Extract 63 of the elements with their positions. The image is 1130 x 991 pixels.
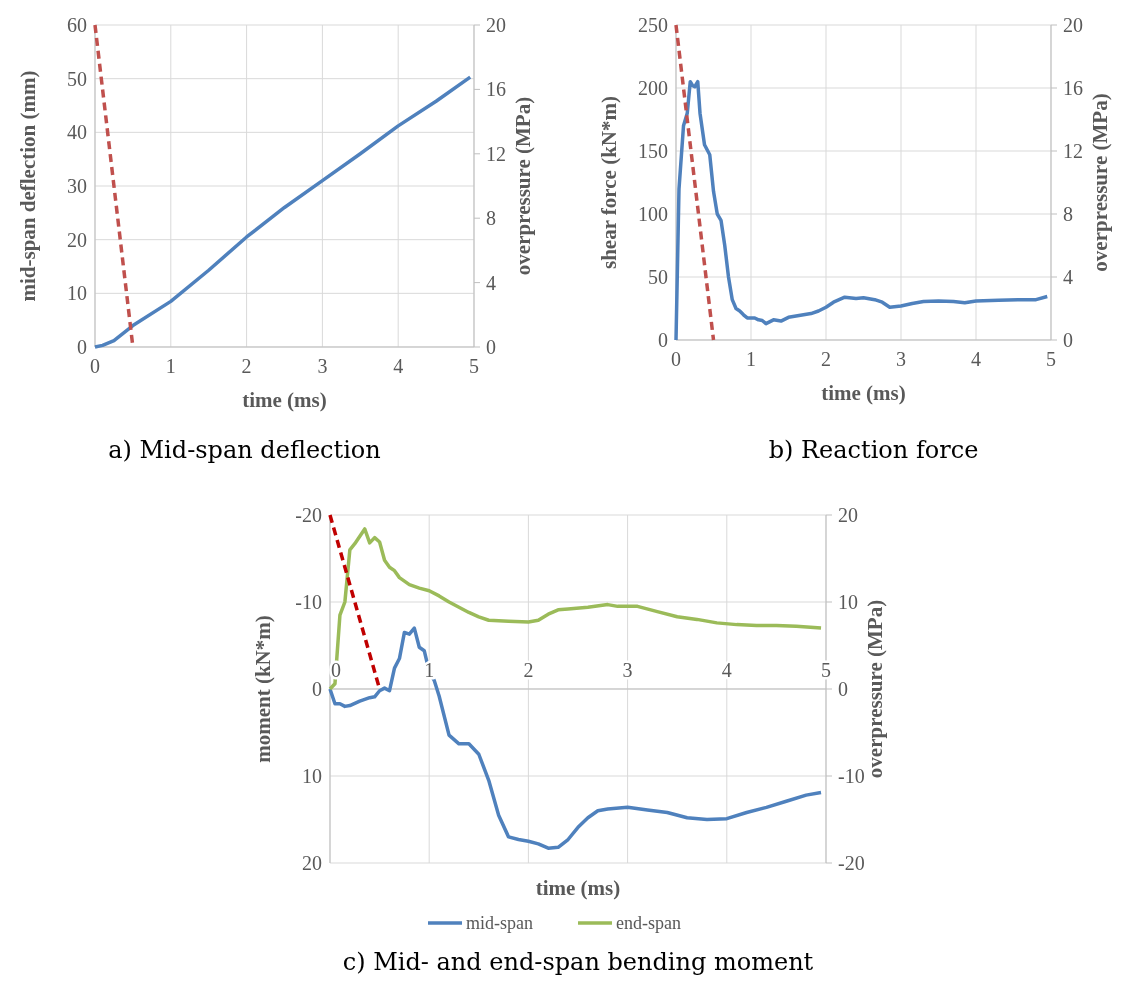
y-tick-label: 150 bbox=[638, 140, 668, 162]
x-axis-title: time (ms) bbox=[242, 388, 327, 412]
legend-label: mid-span bbox=[466, 913, 533, 934]
y-tick-label: 50 bbox=[67, 67, 87, 90]
y-tick-label: 0 bbox=[658, 329, 668, 351]
y2-tick-label: -10 bbox=[838, 765, 865, 787]
x-tick-label: 3 bbox=[622, 659, 633, 681]
y2-tick-label: 4 bbox=[1063, 266, 1073, 288]
y-tick-label: 60 bbox=[67, 14, 87, 36]
y2-tick-label: -20 bbox=[838, 852, 865, 874]
y2-axis-title: overpressure (MPa) bbox=[1088, 93, 1112, 272]
x-axis-title: time (ms) bbox=[821, 381, 906, 405]
y-axis-title: shear force (kN*m) bbox=[597, 95, 621, 270]
y2-tick-label: 4 bbox=[486, 271, 496, 294]
y-tick-label: 250 bbox=[638, 14, 668, 36]
x-tick-label: 1 bbox=[165, 355, 176, 377]
y-tick-label: 100 bbox=[638, 203, 668, 225]
y-tick-label: 10 bbox=[67, 282, 87, 305]
y2-tick-label: 20 bbox=[486, 14, 506, 36]
y2-tick-label: 12 bbox=[1063, 140, 1083, 162]
y2-tick-label: 0 bbox=[1063, 329, 1073, 351]
y2-tick-label: 8 bbox=[486, 207, 496, 230]
y-tick-label: -20 bbox=[295, 504, 322, 526]
y2-tick-label: 0 bbox=[838, 678, 848, 700]
y2-tick-label: 20 bbox=[1063, 14, 1083, 36]
x-axis-title: time (ms) bbox=[535, 876, 621, 900]
text: b) Reaction force bbox=[768, 436, 979, 464]
y-tick-label: 0 bbox=[312, 678, 322, 700]
y2-tick-label: 12 bbox=[486, 142, 506, 165]
legend-label: end-span bbox=[616, 913, 681, 934]
x-tick-label: 2 bbox=[821, 348, 831, 370]
x-tick-label: 4 bbox=[393, 355, 404, 377]
y-tick-label: 20 bbox=[302, 852, 322, 874]
text: a) Mid-span deflection bbox=[108, 436, 381, 464]
line-series bbox=[328, 626, 823, 850]
x-tick-label: 5 bbox=[821, 659, 831, 681]
y2-tick-label: 8 bbox=[1063, 203, 1073, 225]
y-tick-label: 20 bbox=[67, 228, 87, 251]
y2-tick-label: 16 bbox=[1063, 77, 1083, 99]
x-tick-label: 2 bbox=[523, 659, 534, 681]
y-tick-label: 50 bbox=[648, 266, 668, 288]
y2-tick-label: 16 bbox=[486, 78, 506, 101]
y2-tick-label: 20 bbox=[838, 504, 858, 526]
y2-axis-title: overpressure (MPa) bbox=[511, 96, 535, 276]
x-tick-label: 4 bbox=[721, 659, 732, 681]
x-tick-label: 2 bbox=[241, 355, 252, 377]
x-tick-label: 1 bbox=[746, 348, 756, 370]
line-series bbox=[328, 527, 823, 691]
x-tick-label: 3 bbox=[896, 348, 906, 370]
y2-tick-label: 10 bbox=[838, 591, 858, 613]
x-tick-label: 4 bbox=[971, 348, 981, 370]
y-tick-label: 10 bbox=[302, 765, 322, 787]
y-tick-label: 40 bbox=[67, 121, 87, 144]
y-axis-title: moment (kN*m) bbox=[251, 615, 275, 763]
x-tick-label: 3 bbox=[317, 355, 328, 377]
y-axis-title: mid-span deflection (mm) bbox=[16, 70, 40, 302]
text: c) Mid- and end-span bending moment bbox=[342, 948, 814, 976]
y-tick-label: 30 bbox=[67, 175, 87, 197]
y2-axis-title: overpressure (MPa) bbox=[863, 599, 887, 779]
x-tick-label: 5 bbox=[469, 355, 479, 377]
y-tick-label: -10 bbox=[295, 591, 322, 613]
y-tick-label: 200 bbox=[638, 77, 668, 99]
x-tick-label: 5 bbox=[1046, 348, 1056, 370]
